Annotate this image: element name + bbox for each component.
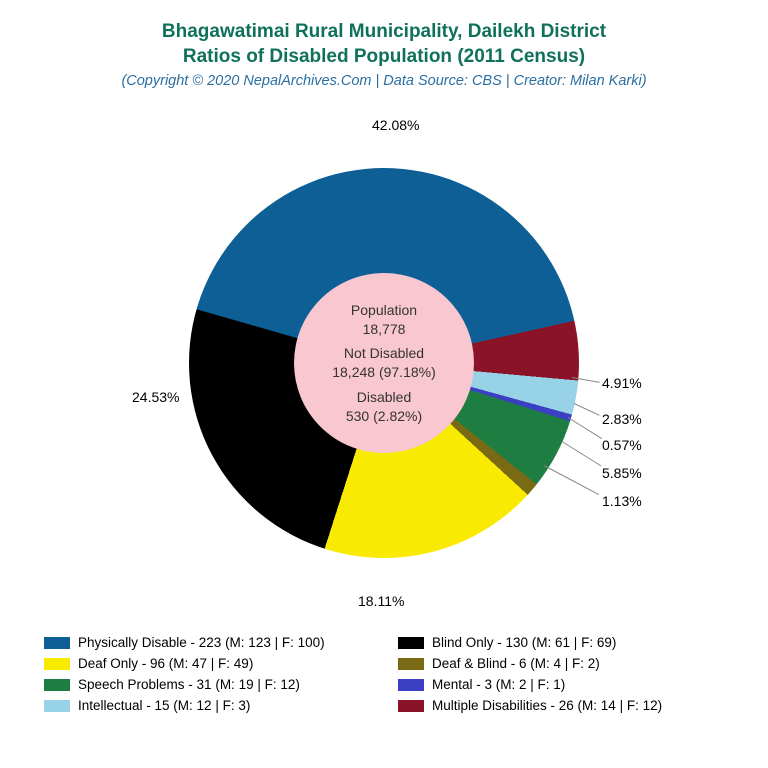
legend-label: Speech Problems - 31 (M: 19 | F: 12) bbox=[78, 677, 300, 692]
legend-label: Intellectual - 15 (M: 12 | F: 3) bbox=[78, 698, 250, 713]
center-population: Population 18,778 bbox=[351, 301, 417, 339]
title-line-1: Bhagawatimai Rural Municipality, Dailekh… bbox=[121, 20, 646, 45]
slice-pct-label: 18.11% bbox=[358, 593, 404, 609]
leader-line bbox=[562, 441, 602, 466]
legend-label: Blind Only - 130 (M: 61 | F: 69) bbox=[432, 635, 616, 650]
population-label: Population bbox=[351, 302, 417, 318]
legend-item: Intellectual - 15 (M: 12 | F: 3) bbox=[44, 698, 370, 713]
leader-line bbox=[568, 417, 602, 439]
leader-line bbox=[544, 465, 599, 495]
donut-chart: Population 18,778 Not Disabled 18,248 (9… bbox=[124, 103, 644, 623]
legend-item: Deaf Only - 96 (M: 47 | F: 49) bbox=[44, 656, 370, 671]
legend-swatch bbox=[398, 658, 424, 670]
legend-item: Blind Only - 130 (M: 61 | F: 69) bbox=[398, 635, 724, 650]
legend-swatch bbox=[44, 637, 70, 649]
legend-item: Deaf & Blind - 6 (M: 4 | F: 2) bbox=[398, 656, 724, 671]
slice-pct-label: 2.83% bbox=[602, 411, 642, 427]
legend-item: Physically Disable - 223 (M: 123 | F: 10… bbox=[44, 635, 370, 650]
legend-item: Multiple Disabilities - 26 (M: 14 | F: 1… bbox=[398, 698, 724, 713]
legend-swatch bbox=[398, 637, 424, 649]
legend-item: Mental - 3 (M: 2 | F: 1) bbox=[398, 677, 724, 692]
not-disabled-label: Not Disabled bbox=[344, 345, 424, 361]
legend: Physically Disable - 223 (M: 123 | F: 10… bbox=[44, 635, 724, 713]
legend-item: Speech Problems - 31 (M: 19 | F: 12) bbox=[44, 677, 370, 692]
legend-swatch bbox=[398, 679, 424, 691]
legend-label: Deaf Only - 96 (M: 47 | F: 49) bbox=[78, 656, 253, 671]
legend-label: Physically Disable - 223 (M: 123 | F: 10… bbox=[78, 635, 325, 650]
legend-swatch bbox=[44, 679, 70, 691]
legend-swatch bbox=[44, 700, 70, 712]
center-not-disabled: Not Disabled 18,248 (97.18%) bbox=[332, 344, 436, 382]
legend-swatch bbox=[44, 658, 70, 670]
slice-pct-label: 24.53% bbox=[132, 389, 179, 405]
disabled-value: 530 (2.82%) bbox=[346, 408, 422, 424]
not-disabled-value: 18,248 (97.18%) bbox=[332, 364, 436, 380]
legend-label: Mental - 3 (M: 2 | F: 1) bbox=[432, 677, 565, 692]
chart-title-block: Bhagawatimai Rural Municipality, Dailekh… bbox=[121, 20, 646, 89]
slice-pct-label: 1.13% bbox=[602, 493, 642, 509]
center-disabled: Disabled 530 (2.82%) bbox=[346, 388, 422, 426]
legend-label: Deaf & Blind - 6 (M: 4 | F: 2) bbox=[432, 656, 600, 671]
legend-label: Multiple Disabilities - 26 (M: 14 | F: 1… bbox=[432, 698, 662, 713]
slice-pct-label: 4.91% bbox=[602, 375, 642, 391]
donut-center: Population 18,778 Not Disabled 18,248 (9… bbox=[294, 273, 474, 453]
legend-swatch bbox=[398, 700, 424, 712]
leader-line bbox=[574, 403, 600, 416]
title-line-2: Ratios of Disabled Population (2011 Cens… bbox=[121, 45, 646, 70]
slice-pct-label: 42.08% bbox=[372, 117, 419, 133]
subtitle: (Copyright © 2020 NepalArchives.Com | Da… bbox=[121, 73, 646, 89]
population-value: 18,778 bbox=[363, 321, 406, 337]
slice-pct-label: 5.85% bbox=[602, 465, 642, 481]
disabled-label: Disabled bbox=[357, 389, 411, 405]
slice-pct-label: 0.57% bbox=[602, 437, 642, 453]
